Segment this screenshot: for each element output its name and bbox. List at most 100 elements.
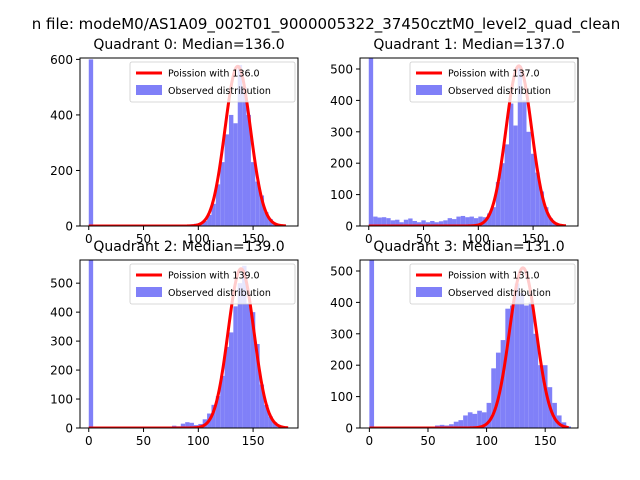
quadrant-0-panel: Quadrant 0: Median=136.0 0 50 100 150 0 200 400… xyxy=(50,37,299,246)
histogram-bar xyxy=(456,216,461,226)
quadrant-3-panel: Quadrant 3: Median=131.0 0 50 100 150 0 100 200… xyxy=(330,239,579,448)
histogram-bar xyxy=(369,260,375,428)
histogram-bar xyxy=(215,396,221,428)
histogram-bar xyxy=(386,218,391,226)
histogram-bar xyxy=(189,422,194,428)
x-tick-label: 150 xyxy=(242,232,265,246)
histogram-bar xyxy=(88,260,94,428)
y-tick-label: 400 xyxy=(330,94,353,108)
histogram-bar xyxy=(259,384,265,428)
histogram-bar xyxy=(519,292,525,428)
histogram-bar xyxy=(242,87,247,226)
histogram-bar xyxy=(242,265,247,428)
histogram-bar xyxy=(233,123,238,226)
histogram-bar xyxy=(272,422,278,428)
histogram-bar xyxy=(487,213,492,226)
y-tick-label: 300 xyxy=(330,125,353,139)
histogram-bar xyxy=(264,212,269,226)
x-tick-label: 100 xyxy=(475,434,498,448)
legend: Poission with 131.0 Observed distribution xyxy=(409,263,576,305)
histogram-bar xyxy=(237,64,243,226)
y-tick-label: 0 xyxy=(345,220,353,234)
legend-entry-fit: Poission with 139.0 xyxy=(168,271,260,282)
histogram-bar xyxy=(228,332,234,428)
histogram-bar xyxy=(447,218,453,226)
histogram-bar xyxy=(438,221,444,226)
histogram-bar xyxy=(233,306,238,428)
histogram-bar xyxy=(473,218,479,226)
axes-frame xyxy=(79,57,299,227)
histogram-bar xyxy=(430,220,435,226)
histogram-bar xyxy=(486,402,492,428)
histogram-bar xyxy=(524,305,529,428)
y-tick-label: 200 xyxy=(50,164,73,178)
y-tick-label: 100 xyxy=(330,188,353,202)
histogram-bar xyxy=(368,58,374,226)
histogram-bar xyxy=(246,303,251,428)
legend-bar-swatch xyxy=(416,85,442,95)
x-tick-label: 50 xyxy=(136,434,151,448)
histogram-bar xyxy=(395,219,400,226)
histogram-bar xyxy=(412,220,417,226)
x-tick-label: 100 xyxy=(467,232,490,246)
histogram-bar xyxy=(268,219,273,226)
legend-box xyxy=(129,61,296,103)
legend-bar-swatch xyxy=(136,287,162,297)
legend-box xyxy=(409,263,576,305)
histogram-bar xyxy=(514,283,520,428)
histogram-bar xyxy=(211,203,216,226)
panels: Quadrant 0: Median=136.0 0 50 100 150 0 200 400… xyxy=(50,37,579,448)
legend-entry-observed: Observed distribution xyxy=(448,86,551,97)
legend-entry-observed: Observed distribution xyxy=(448,288,551,299)
histogram-bar xyxy=(443,220,448,226)
histogram-bar xyxy=(491,207,496,226)
legend-entry-fit: Poission with 131.0 xyxy=(448,271,540,282)
histogram-bar xyxy=(500,340,506,428)
legend-entry-fit: Poission with 137.0 xyxy=(448,69,540,80)
axes-frame xyxy=(359,57,579,227)
histogram-bar xyxy=(421,220,426,226)
histogram-bar xyxy=(88,59,94,226)
histogram-bar xyxy=(556,415,562,428)
legend-entry-observed: Observed distribution xyxy=(168,86,271,97)
histogram-bar xyxy=(180,423,186,428)
y-tick-label: 500 xyxy=(330,264,353,278)
histogram-bar xyxy=(202,221,208,226)
quadrant-2-title: Quadrant 2: Median=139.0 xyxy=(93,239,284,255)
histogram-bar xyxy=(268,416,273,428)
histogram-bar xyxy=(513,125,518,226)
histogram-bar xyxy=(250,162,256,226)
quadrant-3-title: Quadrant 3: Median=131.0 xyxy=(373,239,564,255)
legend: Poission with 139.0 Observed distribution xyxy=(129,263,296,305)
histogram-bar xyxy=(517,65,523,226)
x-tick-label: 50 xyxy=(420,434,435,448)
y-tick-label: 300 xyxy=(330,327,353,341)
histogram-bar xyxy=(390,220,396,226)
histogram-bar xyxy=(500,163,505,226)
histogram-bar xyxy=(535,172,540,226)
histogram-bar xyxy=(399,222,404,226)
axes-frame xyxy=(359,259,579,429)
histogram-bar xyxy=(522,100,527,226)
histogram-bar xyxy=(381,217,387,226)
x-tick-label: 50 xyxy=(416,232,431,246)
x-tick-label: 150 xyxy=(522,232,545,246)
histogram-bar xyxy=(495,182,501,226)
y-tick-label: 500 xyxy=(50,277,73,291)
histogram-bar xyxy=(465,217,470,226)
legend-bar-swatch xyxy=(416,287,442,297)
histogram-bar xyxy=(504,144,509,226)
histogram-bar xyxy=(477,410,482,428)
histogram-bar xyxy=(434,222,439,226)
histogram-bar xyxy=(538,365,543,428)
quadrant-0-title: Quadrant 0: Median=136.0 xyxy=(93,37,284,53)
histogram-bar xyxy=(491,368,496,428)
histogram-bar xyxy=(539,191,545,226)
histogram-bar xyxy=(472,413,478,428)
histogram-bar xyxy=(533,333,539,428)
histogram-bar xyxy=(458,420,464,428)
y-tick-label: 200 xyxy=(330,359,353,373)
histogram-bar xyxy=(481,412,487,428)
histogram-bar xyxy=(237,283,243,428)
histogram-bar xyxy=(530,153,536,226)
